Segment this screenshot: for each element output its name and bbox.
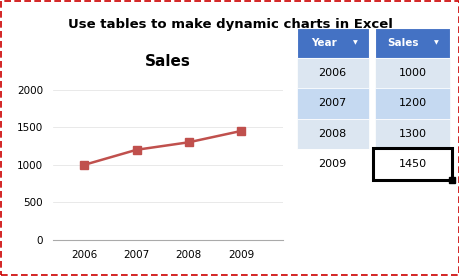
Title: Sales: Sales <box>145 54 190 69</box>
Text: 2007: 2007 <box>318 99 346 108</box>
Text: 1300: 1300 <box>397 129 425 139</box>
Bar <box>374 28 449 58</box>
Bar <box>296 28 368 58</box>
Bar <box>374 88 449 119</box>
Text: Use tables to make dynamic charts in Excel: Use tables to make dynamic charts in Exc… <box>67 18 392 31</box>
Bar <box>374 58 449 88</box>
Text: Year: Year <box>310 38 336 48</box>
Text: ▼: ▼ <box>353 40 357 45</box>
Bar <box>296 58 368 88</box>
Text: 1000: 1000 <box>397 68 425 78</box>
Bar <box>374 119 449 149</box>
Bar <box>374 149 449 179</box>
Text: 1450: 1450 <box>397 159 425 169</box>
Text: 2008: 2008 <box>318 129 346 139</box>
Bar <box>296 88 368 119</box>
Bar <box>296 149 368 179</box>
Text: Sales: Sales <box>387 38 418 48</box>
Bar <box>373 148 451 180</box>
Text: 2006: 2006 <box>318 68 346 78</box>
Text: 2009: 2009 <box>318 159 346 169</box>
Text: 1200: 1200 <box>397 99 425 108</box>
Text: ▼: ▼ <box>433 40 438 45</box>
Bar <box>296 119 368 149</box>
